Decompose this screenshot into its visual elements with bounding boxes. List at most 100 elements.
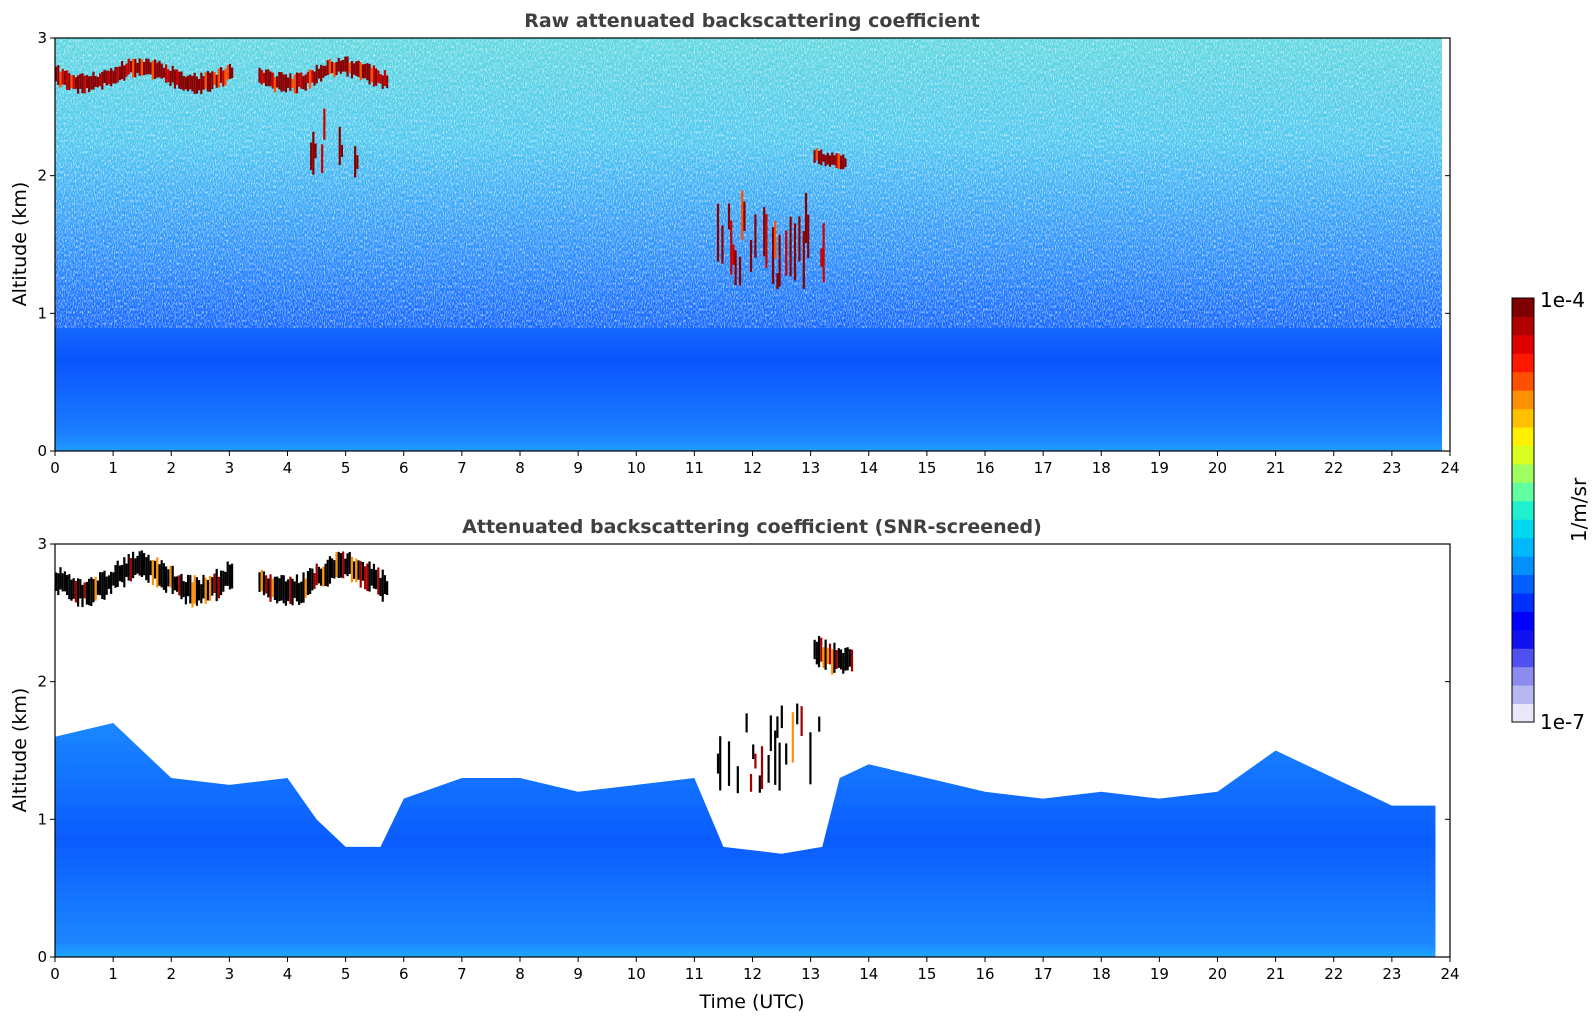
colorbar-band	[1512, 371, 1534, 391]
colorbar-band	[1512, 390, 1534, 410]
cloud-layers	[55, 550, 854, 794]
cloud-layer	[310, 108, 359, 178]
x-tick-label: 16	[975, 459, 994, 477]
x-tick-label: 15	[917, 965, 936, 983]
colorbar-bands	[1512, 298, 1534, 723]
x-tick-label: 17	[1034, 459, 1053, 477]
x-tick-label: 23	[1382, 459, 1401, 477]
x-tick-label: 7	[457, 965, 467, 983]
x-tick-label: 10	[627, 965, 646, 983]
x-tick-label: 8	[515, 965, 525, 983]
colorbar-band	[1512, 556, 1534, 576]
x-tick-label: 24	[1440, 965, 1459, 983]
chart-title: Raw attenuated backscattering coefficien…	[524, 10, 980, 32]
x-tick-label: 21	[1266, 459, 1285, 477]
cloud-layer	[55, 550, 234, 608]
x-tick-label: 15	[917, 459, 936, 477]
colorbar-band	[1512, 629, 1534, 649]
x-tick-label: 0	[50, 459, 60, 477]
cloud-layer	[813, 148, 847, 170]
x-tick-label: 24	[1440, 459, 1459, 477]
x-tick-label: 1	[108, 965, 118, 983]
x-tick-label: 9	[573, 965, 583, 983]
colorbar-band	[1512, 445, 1534, 465]
x-tick-label: 1	[108, 459, 118, 477]
cloud-layer	[258, 56, 389, 94]
colorbar-band	[1512, 482, 1534, 502]
x-tick-label: 13	[801, 965, 820, 983]
cloud-layer	[813, 636, 854, 675]
colorbar-band	[1512, 316, 1534, 336]
x-tick-label: 0	[50, 965, 60, 983]
y-tick-label: 2	[37, 167, 47, 185]
chart-title: Attenuated backscattering coefficient (S…	[462, 516, 1042, 538]
colorbar-band	[1512, 463, 1534, 483]
x-tick-label: 13	[801, 459, 820, 477]
x-tick-label: 22	[1324, 965, 1343, 983]
colorbar-min-label: 1e-7	[1540, 710, 1585, 734]
x-axis-ticks: 0 1 2 3 4 5 6 7 8 9 10 11 12 13 14 15 16 17 18 19 20 21 22 23 24	[50, 451, 1460, 477]
x-tick-label: 18	[1092, 965, 1111, 983]
x-tick-label: 3	[225, 965, 235, 983]
colorbar-unit-label: 1/m/sr	[1567, 477, 1591, 542]
x-tick-label: 21	[1266, 965, 1285, 983]
y-axis-label: Altitude (km)	[9, 182, 31, 307]
x-tick-label: 5	[341, 965, 351, 983]
x-tick-label: 22	[1324, 459, 1343, 477]
x-tick-label: 12	[743, 459, 762, 477]
y-tick-label: 0	[37, 442, 47, 460]
x-tick-label: 12	[743, 965, 762, 983]
x-tick-label: 20	[1208, 459, 1227, 477]
x-tick-label: 2	[166, 459, 176, 477]
colorbar-band	[1512, 353, 1534, 373]
colorbar-band	[1512, 685, 1534, 705]
x-tick-label: 6	[399, 965, 409, 983]
colorbar-max-label: 1e-4	[1540, 288, 1585, 312]
x-tick-label: 11	[685, 965, 704, 983]
y-tick-label: 1	[37, 304, 47, 322]
panel-raw: Raw attenuated backscattering coefficien…	[9, 10, 1460, 477]
x-tick-label: 19	[1150, 965, 1169, 983]
cloud-layer	[55, 58, 234, 95]
cloud-layer	[716, 190, 825, 290]
panel-screened: Attenuated backscattering coefficient (S…	[9, 516, 1460, 1013]
colorbar-band	[1512, 334, 1534, 354]
no-data-strip	[1442, 38, 1450, 451]
x-tick-label: 4	[283, 965, 293, 983]
x-tick-label: 14	[859, 459, 878, 477]
colorbar-band	[1512, 298, 1534, 317]
x-tick-label: 9	[573, 459, 583, 477]
y-axis-label: Altitude (km)	[9, 688, 31, 813]
x-tick-label: 19	[1150, 459, 1169, 477]
colorbar-band	[1512, 703, 1534, 723]
x-tick-label: 11	[685, 459, 704, 477]
cloud-layers	[55, 56, 847, 290]
x-tick-label: 18	[1092, 459, 1111, 477]
x-tick-label: 4	[283, 459, 293, 477]
x-tick-label: 20	[1208, 965, 1227, 983]
x-tick-label: 8	[515, 459, 525, 477]
cloud-layer	[258, 551, 389, 606]
colorbar-band	[1512, 519, 1534, 539]
x-tick-label: 3	[225, 459, 235, 477]
y-tick-label: 0	[37, 948, 47, 966]
colorbar-band	[1512, 592, 1534, 612]
colorbar-band	[1512, 611, 1534, 631]
colorbar-band	[1512, 427, 1534, 446]
x-tick-label: 10	[627, 459, 646, 477]
x-tick-label: 7	[457, 459, 467, 477]
colorbar-band	[1512, 408, 1534, 428]
x-tick-label: 23	[1382, 965, 1401, 983]
y-axis-ticks: 0 1 2 3	[37, 535, 1450, 966]
colorbar-band	[1512, 537, 1534, 557]
x-tick-label: 6	[399, 459, 409, 477]
colorbar-band	[1512, 648, 1534, 668]
x-tick-label: 2	[166, 965, 176, 983]
y-tick-label: 3	[37, 535, 47, 553]
y-tick-label: 2	[37, 673, 47, 691]
x-tick-label: 16	[975, 965, 994, 983]
boundary-layer-area	[55, 722, 1436, 957]
y-tick-label: 3	[37, 29, 47, 47]
colorbar-frame	[1511, 297, 1535, 723]
